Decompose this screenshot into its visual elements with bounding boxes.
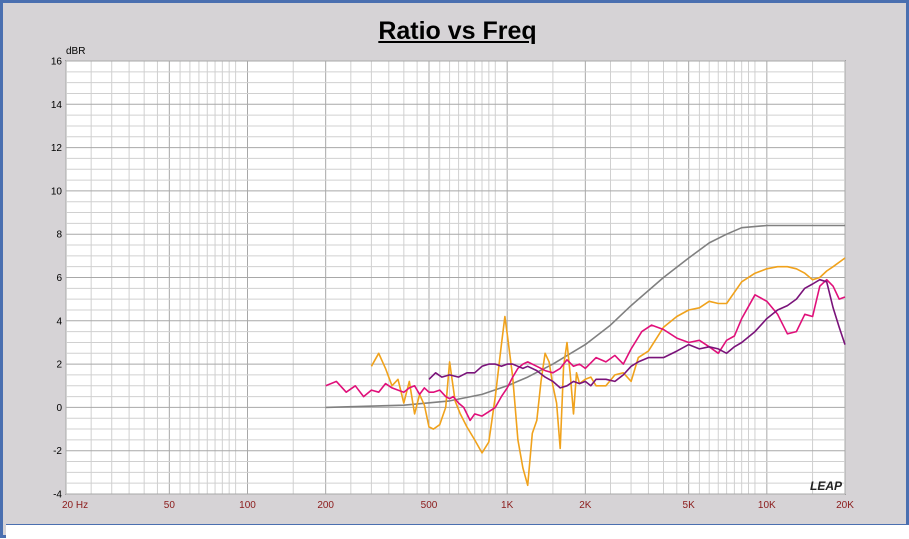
x-tick-label: 50 xyxy=(164,500,176,511)
y-tick-label: -4 xyxy=(53,490,62,501)
y-tick-label: 10 xyxy=(51,186,63,197)
y-tick-label: 12 xyxy=(51,143,63,154)
x-tick-label: 1K xyxy=(501,500,514,511)
x-tick-label: 5K xyxy=(683,500,696,511)
series-line-3 xyxy=(325,278,846,422)
y-tick-label: 8 xyxy=(56,230,62,241)
x-tick-label: 100 xyxy=(239,500,256,511)
y-tick-label: 4 xyxy=(56,316,62,327)
x-tick-label: 20 Hz xyxy=(62,500,88,511)
x-tick-label: 500 xyxy=(421,500,438,511)
x-tick-label: 2K xyxy=(579,500,592,511)
y-tick-label: 16 xyxy=(51,57,63,68)
bottom-strip xyxy=(6,524,909,539)
leap-logo: LEAP xyxy=(810,479,843,493)
series-line-2 xyxy=(370,257,846,487)
x-tick-label: 20K xyxy=(836,500,854,511)
series-line-1 xyxy=(325,224,845,409)
x-tick-label: 200 xyxy=(317,500,334,511)
grid xyxy=(65,60,846,495)
series-line-4 xyxy=(428,278,846,389)
y-tick-label: 2 xyxy=(56,360,62,371)
y-tick-label: 14 xyxy=(51,100,63,111)
series-layer xyxy=(325,224,846,487)
y-tick-label: 6 xyxy=(56,273,62,284)
y-tick-label: -2 xyxy=(53,446,62,457)
chart-title: Ratio vs Freq xyxy=(378,17,537,45)
y-tick-label: 0 xyxy=(56,403,62,414)
ticks: 16 14 12 10 8 6 4 2 0 -2 -420 Hz 50 100 200 500 1K 2K 5K 1… xyxy=(51,57,854,512)
x-tick-label: 10K xyxy=(758,500,776,511)
y-axis-label: dBR xyxy=(66,46,85,57)
